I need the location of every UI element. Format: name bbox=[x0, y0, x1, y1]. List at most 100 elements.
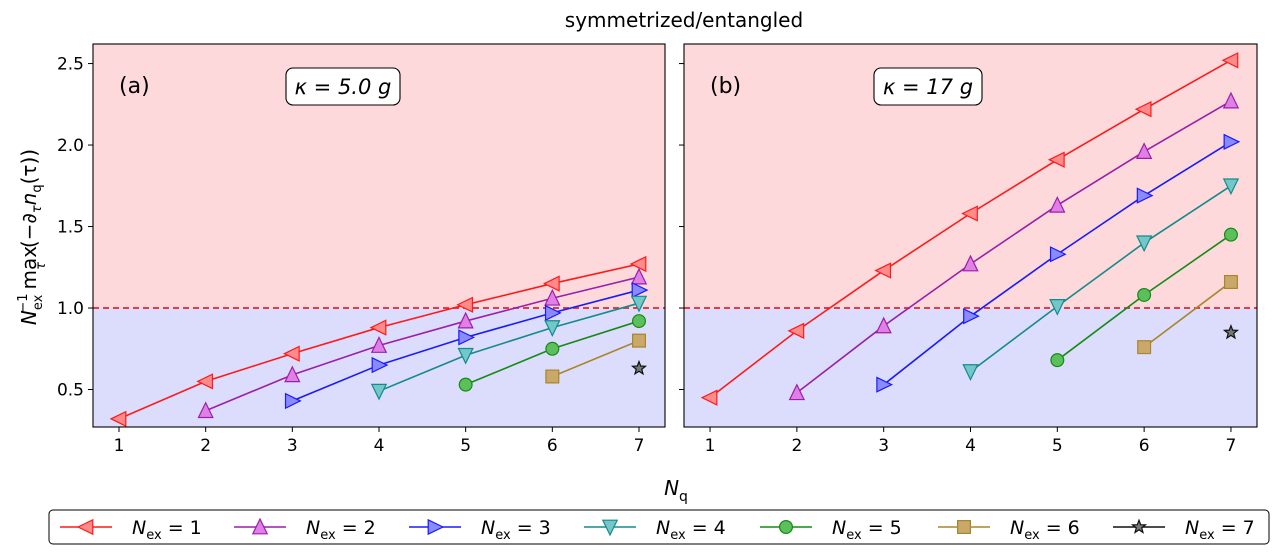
data-point bbox=[1134, 101, 1152, 118]
series-square bbox=[1137, 274, 1238, 355]
data-point bbox=[457, 347, 474, 365]
x-tick-label: 5 bbox=[1052, 436, 1063, 456]
series-star bbox=[630, 359, 648, 376]
data-point bbox=[458, 329, 476, 346]
legend-item: Nex = 6 bbox=[938, 517, 1080, 543]
legend-marker bbox=[601, 519, 619, 537]
series-circle bbox=[1050, 227, 1238, 368]
plot-frame bbox=[683, 43, 1258, 428]
data-point bbox=[371, 356, 389, 374]
x-tick-label: 1 bbox=[114, 436, 125, 456]
data-point bbox=[963, 308, 980, 325]
data-point bbox=[1135, 142, 1153, 159]
legend-marker bbox=[427, 518, 445, 536]
data-point bbox=[1222, 323, 1240, 340]
series-line bbox=[378, 302, 640, 392]
legend-label: Nex = 3 bbox=[481, 517, 551, 543]
legend-label: Nex = 1 bbox=[132, 517, 202, 543]
data-point bbox=[284, 365, 301, 383]
y-tick-label: 2.0 bbox=[57, 136, 84, 156]
panel-b: 1 2 3 4 5 6 7 (b) κ = 17 g bbox=[679, 43, 1258, 456]
data-point bbox=[196, 373, 214, 390]
series-line bbox=[970, 185, 1232, 373]
data-point bbox=[630, 295, 648, 313]
figure-suptitle: symmetrized/entangled bbox=[565, 8, 803, 32]
x-axis-label: Nq bbox=[664, 476, 688, 505]
panel-letter: (b) bbox=[710, 74, 741, 99]
series-circle bbox=[458, 314, 646, 392]
data-point bbox=[1047, 151, 1065, 168]
data-point bbox=[109, 410, 127, 428]
legend-item: Nex = 3 bbox=[409, 517, 551, 543]
legend-item: Nex = 2 bbox=[234, 517, 376, 543]
data-point bbox=[787, 322, 805, 340]
legend-item: Nex = 7 bbox=[1113, 517, 1255, 543]
data-point bbox=[630, 359, 648, 376]
legend-item: Nex = 1 bbox=[60, 517, 202, 543]
data-point bbox=[544, 288, 561, 306]
data-point bbox=[961, 205, 978, 222]
data-point bbox=[1136, 187, 1154, 204]
data-point bbox=[876, 376, 894, 393]
data-point bbox=[700, 389, 718, 406]
legend-item: Nex = 4 bbox=[584, 517, 726, 543]
data-point bbox=[544, 304, 562, 322]
data-point bbox=[456, 296, 474, 313]
data-point bbox=[369, 319, 387, 336]
x-tick-label: 3 bbox=[287, 436, 298, 456]
x-tick-label: 4 bbox=[965, 436, 976, 456]
data-point bbox=[1135, 235, 1153, 253]
data-point bbox=[1223, 227, 1238, 242]
series-triangle-down bbox=[962, 178, 1240, 381]
legend-marker bbox=[957, 520, 971, 534]
legend-marker bbox=[76, 518, 94, 536]
legend-item: Nex = 5 bbox=[760, 517, 902, 543]
data-point bbox=[1221, 52, 1239, 69]
data-point bbox=[1137, 340, 1152, 355]
data-point bbox=[962, 364, 979, 381]
y-tick-label: 1.5 bbox=[57, 218, 84, 238]
data-point bbox=[282, 345, 300, 362]
legend-label: Nex = 6 bbox=[1010, 517, 1080, 543]
kappa-annotation-box bbox=[873, 67, 983, 106]
data-point bbox=[1050, 353, 1065, 368]
data-point bbox=[1049, 246, 1067, 263]
legend-label: Nex = 2 bbox=[306, 517, 376, 543]
panel-a: 1 2 3 4 5 6 7 0.5 1.0 1.5 2.0 2.5 (a) κ = 5.0 g bbox=[57, 43, 666, 456]
data-point bbox=[284, 392, 302, 410]
x-tick-label: 7 bbox=[1226, 436, 1237, 456]
legend-label: Nex = 5 bbox=[832, 517, 902, 543]
plot-frame bbox=[92, 43, 666, 428]
data-point bbox=[1049, 298, 1066, 316]
data-point bbox=[1049, 195, 1066, 213]
x-tick-label: 4 bbox=[374, 436, 385, 456]
y-tick-label: 1.0 bbox=[57, 299, 84, 319]
data-point bbox=[457, 311, 474, 329]
data-point bbox=[370, 383, 388, 401]
kappa-annotation-box bbox=[285, 67, 401, 106]
x-tick-label: 2 bbox=[791, 436, 802, 456]
data-point bbox=[1222, 91, 1240, 109]
data-point bbox=[874, 262, 892, 279]
x-tick-label: 5 bbox=[460, 436, 471, 456]
data-point bbox=[1137, 287, 1152, 302]
data-point bbox=[631, 281, 649, 299]
x-tick-label: 7 bbox=[634, 436, 645, 456]
x-tick-label: 6 bbox=[547, 436, 558, 456]
x-tick-label: 2 bbox=[200, 436, 211, 456]
data-point bbox=[544, 320, 561, 337]
y-tick-label: 0.5 bbox=[57, 381, 84, 401]
series-triangle-right bbox=[284, 281, 649, 410]
series-triangle-down bbox=[370, 295, 648, 401]
data-point bbox=[370, 336, 388, 353]
legend-frame bbox=[48, 509, 1270, 545]
data-point bbox=[1222, 178, 1240, 196]
data-point bbox=[1223, 274, 1238, 289]
data-point bbox=[1223, 133, 1241, 150]
series-triangle-up bbox=[788, 91, 1240, 401]
data-point bbox=[542, 275, 560, 292]
legend-label: Nex = 4 bbox=[656, 517, 726, 543]
data-point bbox=[458, 377, 473, 392]
data-point bbox=[962, 254, 979, 272]
